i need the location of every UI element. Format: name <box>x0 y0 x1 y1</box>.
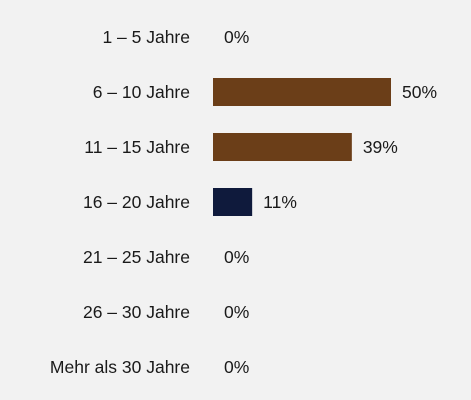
category-label: 11 – 15 Jahre <box>84 137 190 157</box>
value-label: 0% <box>224 247 249 267</box>
category-label: 16 – 20 Jahre <box>83 192 190 212</box>
bar <box>213 188 253 216</box>
category-label: 21 – 25 Jahre <box>83 247 190 267</box>
value-label: 50% <box>402 82 437 102</box>
bar <box>213 133 352 161</box>
category-label: 6 – 10 Jahre <box>93 82 190 102</box>
bar <box>213 78 391 106</box>
value-label: 0% <box>224 357 249 377</box>
value-label: 39% <box>363 137 398 157</box>
category-label: Mehr als 30 Jahre <box>50 357 190 377</box>
category-label: 26 – 30 Jahre <box>83 302 190 322</box>
value-label: 0% <box>224 302 249 322</box>
value-label: 0% <box>224 27 249 47</box>
category-label: 1 – 5 Jahre <box>102 27 190 47</box>
value-label: 11% <box>263 192 297 212</box>
